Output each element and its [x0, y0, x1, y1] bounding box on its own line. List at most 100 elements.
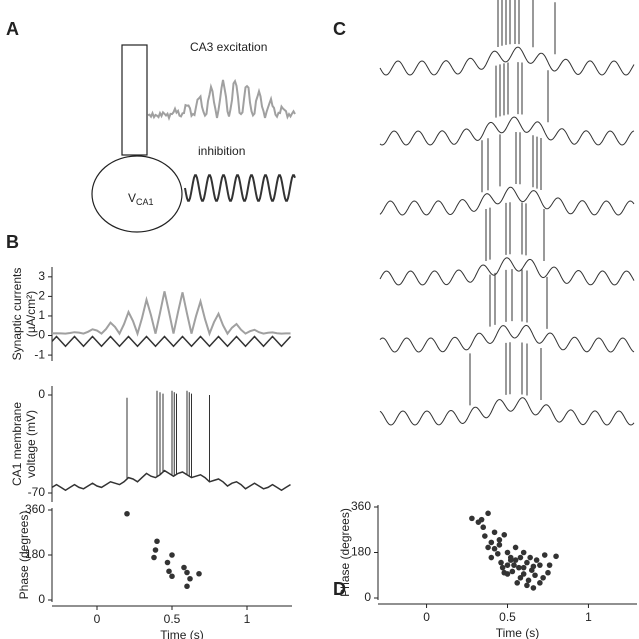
point — [541, 552, 548, 558]
point — [540, 574, 546, 581]
y-tick-label: 180 — [25, 547, 45, 561]
example-traces — [379, 0, 635, 426]
inhibition-label: inhibition — [198, 144, 245, 158]
y-tick-label: -70 — [28, 485, 46, 499]
point — [504, 549, 511, 556]
point — [546, 562, 553, 568]
point — [545, 569, 551, 576]
point — [511, 562, 517, 568]
trace — [51, 335, 292, 348]
point — [512, 544, 519, 551]
point — [533, 557, 540, 563]
point — [196, 570, 202, 577]
point — [530, 563, 537, 570]
point — [184, 569, 190, 576]
point — [488, 539, 495, 546]
y-tick-label: 1 — [38, 308, 45, 322]
soma — [91, 155, 183, 233]
point — [516, 564, 522, 571]
panel-label: D — [333, 579, 346, 599]
point — [494, 550, 501, 557]
point — [520, 549, 527, 556]
x-tick-label: 0.5 — [164, 612, 181, 626]
point — [509, 568, 516, 575]
inhibition-wave — [184, 174, 296, 202]
example-trace — [379, 46, 635, 76]
point — [166, 568, 172, 575]
point — [499, 564, 506, 571]
point — [124, 510, 130, 517]
point — [507, 557, 514, 563]
point — [491, 529, 498, 536]
point — [485, 544, 491, 551]
excitation-label: CA3 excitation — [190, 40, 267, 54]
point — [517, 554, 524, 561]
point — [154, 538, 160, 545]
y-tick-label: 0 — [38, 387, 45, 401]
point — [517, 574, 524, 581]
panel-label: C — [333, 19, 346, 39]
y-axis-label: Synaptic currents — [10, 268, 24, 361]
point — [504, 562, 511, 568]
point — [152, 547, 159, 553]
point — [478, 516, 485, 523]
y-tick-label: 180 — [351, 545, 371, 559]
point — [520, 564, 527, 571]
y-axis-label: Phase (degrees) — [338, 508, 352, 597]
point — [187, 575, 193, 582]
point — [532, 572, 538, 579]
point — [151, 554, 157, 561]
point — [553, 553, 559, 560]
point — [488, 554, 495, 561]
point — [181, 564, 187, 571]
point — [164, 559, 171, 566]
point — [496, 542, 503, 548]
y-tick-label: 3 — [38, 269, 45, 283]
point — [169, 552, 175, 558]
y-axis-label: voltage (mV) — [24, 410, 38, 478]
point — [501, 569, 508, 576]
point — [184, 583, 190, 590]
y-tick-label: 0 — [38, 592, 45, 606]
point — [530, 585, 537, 591]
y-axis-label: (µA/cm²) — [24, 291, 38, 337]
example-trace — [379, 116, 635, 146]
x-tick-label: 0 — [423, 610, 430, 624]
y-tick-label: 2 — [38, 289, 45, 303]
panel-label: B — [6, 232, 19, 252]
point — [469, 515, 475, 522]
point — [524, 559, 530, 566]
x-axis-label: Time (s) — [496, 626, 540, 639]
x-tick-label: 0.5 — [499, 610, 516, 624]
point — [482, 533, 488, 539]
y-tick-label: 0 — [38, 328, 45, 342]
point — [537, 562, 543, 568]
cell-label-main: V — [128, 191, 136, 205]
y-tick-label: 0 — [364, 590, 371, 604]
point — [527, 554, 533, 561]
example-trace — [379, 257, 635, 286]
excitation-wave — [147, 78, 296, 121]
panel-label: A — [6, 19, 19, 39]
point — [496, 537, 503, 543]
point — [512, 557, 519, 563]
point — [169, 573, 175, 580]
example-trace — [379, 324, 635, 353]
y-tick-label: -1 — [34, 347, 45, 361]
y-tick-label: 360 — [351, 499, 371, 513]
x-axis-label: Time (s) — [160, 628, 204, 639]
x-tick-label: 0 — [94, 612, 101, 626]
point — [520, 571, 527, 577]
point — [514, 580, 521, 586]
x-tick-label: 1 — [585, 610, 592, 624]
trace — [51, 291, 291, 337]
point — [498, 559, 504, 566]
trace — [51, 469, 291, 492]
cell-label-sub: CA1 — [136, 197, 154, 207]
point — [537, 580, 543, 586]
cell-label: VCA1 — [128, 191, 154, 207]
point — [501, 532, 508, 538]
y-axis-label: Phase (degrees) — [17, 511, 31, 600]
point — [525, 577, 532, 584]
